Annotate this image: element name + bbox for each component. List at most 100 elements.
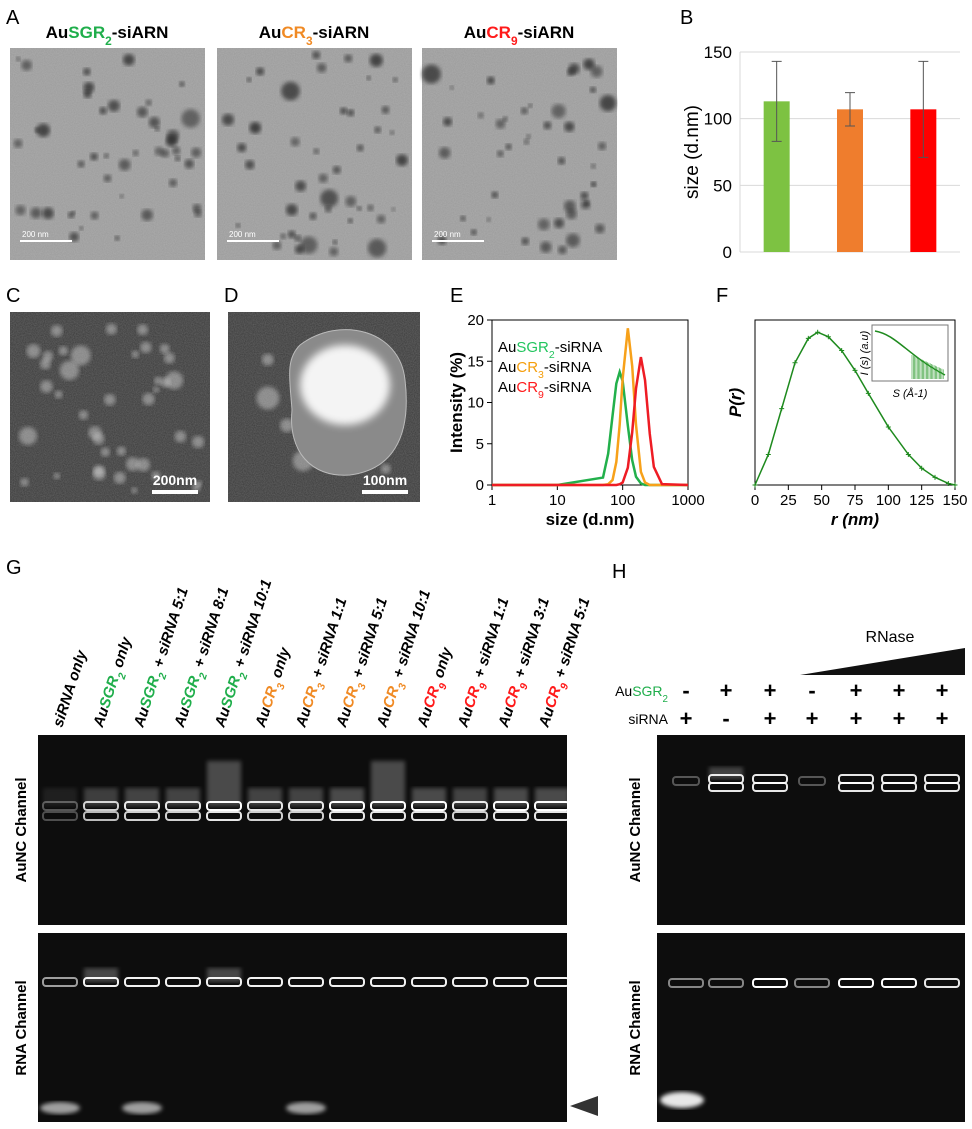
text-part: Au bbox=[464, 23, 487, 42]
x-tick-label: 10 bbox=[549, 492, 566, 509]
text-part: Au bbox=[90, 705, 113, 730]
gel-band bbox=[798, 776, 826, 786]
particle bbox=[591, 181, 597, 187]
particle bbox=[235, 223, 241, 228]
particle bbox=[181, 109, 200, 128]
particle bbox=[42, 207, 54, 220]
gel-band bbox=[206, 801, 242, 811]
data-line bbox=[754, 331, 956, 486]
particle bbox=[389, 130, 395, 135]
text-part: Au bbox=[171, 705, 194, 730]
particle bbox=[523, 139, 530, 145]
text-part: Au bbox=[130, 705, 153, 730]
data-marker bbox=[765, 451, 771, 457]
particle bbox=[392, 77, 398, 83]
particle bbox=[122, 53, 135, 66]
text-part: CR bbox=[380, 684, 403, 710]
sign: + bbox=[893, 678, 906, 703]
particle bbox=[79, 226, 84, 231]
gel-smear bbox=[207, 761, 241, 806]
text-part: Au bbox=[373, 705, 396, 730]
gel-band bbox=[247, 801, 283, 811]
particle bbox=[131, 487, 138, 494]
text-part: 3 bbox=[538, 369, 544, 381]
gel-band bbox=[752, 978, 788, 988]
text-part: Au bbox=[252, 705, 275, 730]
particle bbox=[261, 353, 274, 366]
particle bbox=[77, 160, 85, 168]
error-bar bbox=[845, 92, 855, 127]
free-sirna bbox=[122, 1102, 162, 1114]
gel-smear bbox=[125, 788, 159, 806]
text-part: 3 bbox=[275, 682, 288, 691]
inset-y-label: I (s) (a.u) bbox=[859, 330, 871, 375]
particle bbox=[92, 432, 105, 445]
sign: + bbox=[764, 678, 777, 703]
particle bbox=[93, 465, 105, 477]
lane-label: siRNA only bbox=[50, 648, 91, 729]
gel-band bbox=[838, 978, 874, 988]
particle bbox=[553, 218, 565, 229]
inset-x-label: S (Å-1) bbox=[893, 387, 928, 400]
text-part: 3 bbox=[396, 682, 409, 691]
particle bbox=[580, 191, 589, 200]
sign: + bbox=[936, 678, 949, 703]
y-tick-label: 15 bbox=[467, 353, 484, 370]
gel-band bbox=[83, 801, 119, 811]
text-part: SGR bbox=[68, 23, 105, 42]
particle bbox=[374, 126, 381, 134]
gel-band bbox=[370, 977, 406, 987]
y-tick-label: 0 bbox=[476, 477, 484, 494]
gel-smear bbox=[166, 788, 200, 806]
particle bbox=[78, 410, 89, 420]
gel-band bbox=[288, 977, 324, 987]
particle bbox=[347, 218, 353, 224]
particle bbox=[169, 178, 178, 187]
text-part: CR bbox=[299, 684, 322, 710]
data-marker bbox=[779, 406, 785, 412]
sign: - bbox=[808, 678, 815, 703]
gel-smear bbox=[494, 788, 528, 806]
text-part: -siRNA bbox=[555, 339, 603, 356]
particle bbox=[50, 325, 63, 337]
x-tick-label: 150 bbox=[942, 492, 967, 509]
text-part: CR bbox=[516, 379, 538, 396]
bar bbox=[837, 109, 863, 252]
text-part: SGR bbox=[96, 674, 122, 710]
particle bbox=[380, 463, 391, 474]
particle bbox=[103, 174, 112, 183]
gel-band bbox=[42, 811, 78, 821]
data-marker bbox=[865, 390, 871, 396]
legend-entry: AuCR3-siRNA bbox=[498, 359, 591, 381]
gel-band bbox=[124, 811, 160, 821]
gel-band bbox=[672, 776, 700, 786]
particle bbox=[103, 153, 109, 159]
particle bbox=[249, 122, 262, 134]
scale-bar-label: 200nm bbox=[153, 472, 197, 488]
particle bbox=[590, 163, 596, 169]
particle bbox=[118, 158, 131, 171]
particle bbox=[151, 471, 161, 481]
particle bbox=[160, 377, 171, 388]
particle bbox=[318, 173, 328, 183]
gel-band bbox=[42, 801, 78, 811]
particle bbox=[39, 358, 51, 370]
x-tick-label: 75 bbox=[847, 492, 864, 509]
text-part: Au bbox=[414, 705, 437, 730]
lane-label: AuCR3 only bbox=[252, 645, 299, 732]
particle bbox=[104, 393, 116, 406]
particle bbox=[367, 238, 387, 258]
text-part: CR bbox=[258, 684, 281, 710]
panel-label: A bbox=[6, 7, 20, 29]
particle bbox=[313, 148, 320, 155]
text-part: 9 bbox=[437, 682, 450, 691]
gel-smear bbox=[43, 788, 77, 806]
x-tick-label: 1 bbox=[488, 492, 496, 509]
text-part: 2 bbox=[105, 34, 112, 48]
panel-label: H bbox=[612, 561, 626, 583]
gel-band bbox=[83, 811, 119, 821]
gradient-wedge bbox=[800, 648, 965, 675]
text-part: -siARN bbox=[112, 23, 169, 42]
text-part: Au bbox=[615, 683, 632, 699]
text-part: -siRNA bbox=[544, 359, 592, 376]
